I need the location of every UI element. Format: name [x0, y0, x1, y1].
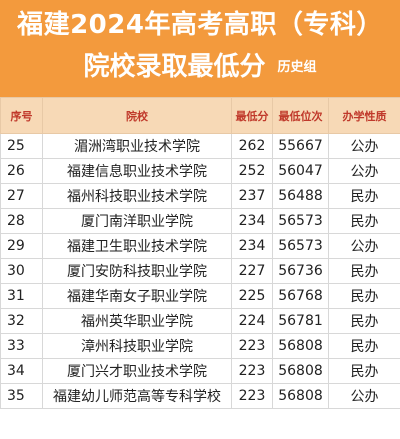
cell-min-rank: 56573 — [272, 233, 329, 259]
cell-min-score: 225 — [231, 283, 273, 309]
table-row: 35 福建幼儿师范高等专科学校 223 56808 公办 — [0, 383, 400, 409]
table-row: 29 福建卫生职业技术学院 234 56573 公办 — [0, 233, 400, 259]
cell-min-rank: 56573 — [272, 208, 329, 234]
cell-min-score: 224 — [231, 308, 273, 334]
cell-seq: 31 — [0, 283, 43, 309]
cell-nature: 民办 — [328, 358, 400, 384]
cell-seq: 30 — [0, 258, 43, 284]
title-banner: 福建2024年高考高职（专科） 院校录取最低分 历史组 — [0, 0, 400, 97]
cell-nature: 公办 — [328, 133, 400, 159]
cell-min-rank: 56808 — [272, 358, 329, 384]
cell-seq: 25 — [0, 133, 43, 159]
cell-min-rank: 56808 — [272, 333, 329, 359]
cell-seq: 32 — [0, 308, 43, 334]
cell-school: 漳州科技职业学院 — [42, 333, 232, 359]
cell-seq: 27 — [0, 183, 43, 209]
cell-seq: 34 — [0, 358, 43, 384]
table-row: 28 厦门南洋职业学院 234 56573 民办 — [0, 208, 400, 234]
cell-nature: 公办 — [328, 233, 400, 259]
cell-min-rank: 56047 — [272, 158, 329, 184]
page-title: 福建2024年高考高职（专科） — [17, 10, 383, 40]
cell-min-rank: 56768 — [272, 283, 329, 309]
cell-nature: 公办 — [328, 158, 400, 184]
table-row: 32 福州英华职业学院 224 56781 民办 — [0, 308, 400, 334]
subject-tag: 历史组 — [277, 60, 317, 75]
column-header-min-score: 最低分 — [231, 97, 273, 134]
cell-min-score: 223 — [231, 383, 273, 409]
cell-nature: 民办 — [328, 183, 400, 209]
table-row: 25 湄洲湾职业技术学院 262 55667 公办 — [0, 133, 400, 159]
page-subtitle: 院校录取最低分 历史组 — [0, 50, 400, 85]
column-header-min-rank: 最低位次 — [272, 97, 329, 134]
table-row: 31 福建华南女子职业学院 225 56768 民办 — [0, 283, 400, 309]
table-row: 33 漳州科技职业学院 223 56808 民办 — [0, 333, 400, 359]
column-header-school: 院校 — [42, 97, 232, 134]
cell-min-score: 262 — [231, 133, 273, 159]
cell-school: 福州英华职业学院 — [42, 308, 232, 334]
cell-seq: 28 — [0, 208, 43, 234]
cell-nature: 民办 — [328, 208, 400, 234]
cell-min-rank: 56488 — [272, 183, 329, 209]
cell-min-score: 252 — [231, 158, 273, 184]
admission-table: 序号 院校 最低分 最低位次 办学性质 25 湄洲湾职业技术学院 262 556… — [0, 97, 400, 409]
cell-min-rank: 55667 — [272, 133, 329, 159]
cell-min-score: 223 — [231, 358, 273, 384]
cell-min-rank: 56781 — [272, 308, 329, 334]
table-row: 26 福建信息职业技术学院 252 56047 公办 — [0, 158, 400, 184]
page-subtitle-text: 院校录取最低分 — [83, 52, 266, 82]
column-header-seq: 序号 — [0, 97, 43, 134]
cell-seq: 33 — [0, 333, 43, 359]
table-row: 27 福州科技职业技术学院 237 56488 民办 — [0, 183, 400, 209]
cell-min-score: 234 — [231, 208, 273, 234]
cell-min-rank: 56736 — [272, 258, 329, 284]
cell-nature: 民办 — [328, 308, 400, 334]
cell-school: 福州科技职业技术学院 — [42, 183, 232, 209]
table-row: 34 厦门兴才职业技术学院 223 56808 民办 — [0, 358, 400, 384]
cell-min-score: 237 — [231, 183, 273, 209]
cell-school: 厦门兴才职业技术学院 — [42, 358, 232, 384]
cell-school: 福建华南女子职业学院 — [42, 283, 232, 309]
cell-nature: 民办 — [328, 258, 400, 284]
table-header-row: 序号 院校 最低分 最低位次 办学性质 — [0, 97, 400, 134]
cell-nature: 民办 — [328, 283, 400, 309]
cell-school: 厦门安防科技职业学院 — [42, 258, 232, 284]
cell-seq: 29 — [0, 233, 43, 259]
cell-nature: 民办 — [328, 333, 400, 359]
cell-seq: 26 — [0, 158, 43, 184]
cell-min-score: 223 — [231, 333, 273, 359]
cell-min-rank: 56808 — [272, 383, 329, 409]
column-header-nature: 办学性质 — [328, 97, 400, 134]
cell-seq: 35 — [0, 383, 43, 409]
cell-nature: 公办 — [328, 383, 400, 409]
cell-school: 湄洲湾职业技术学院 — [42, 133, 232, 159]
cell-min-score: 227 — [231, 258, 273, 284]
cell-school: 福建幼儿师范高等专科学校 — [42, 383, 232, 409]
table-row: 30 厦门安防科技职业学院 227 56736 民办 — [0, 258, 400, 284]
cell-min-score: 234 — [231, 233, 273, 259]
cell-school: 福建信息职业技术学院 — [42, 158, 232, 184]
cell-school: 厦门南洋职业学院 — [42, 208, 232, 234]
cell-school: 福建卫生职业技术学院 — [42, 233, 232, 259]
